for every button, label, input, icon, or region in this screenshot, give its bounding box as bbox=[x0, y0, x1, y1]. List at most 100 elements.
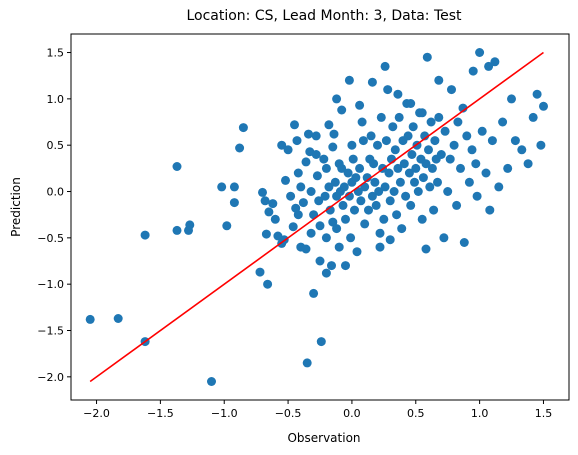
data-point bbox=[364, 205, 373, 215]
x-tick-label: 1.0 bbox=[471, 407, 489, 420]
y-tick-label: 0.0 bbox=[47, 186, 65, 199]
fit-line bbox=[89, 51, 544, 383]
data-point bbox=[351, 173, 361, 183]
data-point bbox=[268, 199, 278, 209]
chart-title: Location: CS, Lead Month: 3, Data: Test bbox=[186, 8, 462, 24]
data-point bbox=[380, 182, 390, 192]
data-point bbox=[302, 358, 312, 368]
data-point bbox=[292, 136, 302, 146]
data-point bbox=[343, 168, 353, 178]
x-axis-label: Observation bbox=[287, 431, 360, 445]
data-point bbox=[371, 200, 381, 210]
data-point bbox=[439, 233, 449, 243]
y-tick-label: −1.5 bbox=[37, 325, 64, 338]
data-point bbox=[185, 220, 195, 230]
data-point bbox=[369, 159, 379, 169]
data-point bbox=[357, 117, 367, 127]
data-point bbox=[475, 48, 485, 57]
data-point bbox=[471, 159, 481, 169]
data-point bbox=[406, 99, 416, 108]
data-point bbox=[337, 105, 347, 115]
data-point bbox=[315, 256, 325, 266]
data-point bbox=[346, 233, 356, 243]
data-point bbox=[325, 205, 335, 215]
data-point bbox=[418, 173, 428, 183]
data-point bbox=[328, 142, 338, 152]
data-point bbox=[494, 182, 504, 192]
data-point bbox=[429, 205, 439, 215]
data-point bbox=[324, 120, 334, 130]
data-point bbox=[367, 191, 377, 201]
x-tick-label: −0.5 bbox=[275, 407, 302, 420]
data-point bbox=[433, 177, 442, 187]
data-point bbox=[347, 140, 357, 150]
data-point bbox=[397, 224, 407, 234]
data-point bbox=[384, 168, 394, 178]
data-point bbox=[375, 242, 385, 252]
data-point bbox=[355, 163, 365, 173]
data-point bbox=[301, 244, 311, 254]
data-point bbox=[456, 163, 465, 173]
data-point bbox=[334, 242, 344, 252]
data-point bbox=[374, 187, 384, 196]
data-point bbox=[399, 159, 409, 169]
data-point bbox=[539, 101, 548, 111]
data-point bbox=[417, 108, 427, 118]
data-point bbox=[140, 230, 150, 240]
data-point bbox=[113, 314, 123, 323]
data-point bbox=[344, 75, 354, 85]
data-point bbox=[358, 136, 368, 146]
x-axis-ticks: −2.0 −1.5 −1.0 −0.5 0.0 0.5 1.0 1.5 bbox=[83, 400, 552, 420]
plot-frame bbox=[70, 33, 570, 401]
data-point bbox=[332, 94, 342, 104]
data-point bbox=[426, 117, 436, 127]
data-point bbox=[321, 268, 331, 278]
data-point bbox=[507, 94, 516, 104]
x-tick-label: −1.0 bbox=[211, 407, 238, 420]
y-tick-label: 1.5 bbox=[47, 47, 65, 60]
data-point bbox=[434, 112, 444, 122]
data-point bbox=[367, 77, 377, 87]
data-point bbox=[417, 214, 427, 224]
data-point bbox=[401, 191, 411, 201]
data-point bbox=[392, 210, 402, 220]
data-point bbox=[329, 129, 339, 139]
data-point bbox=[424, 145, 433, 155]
data-point bbox=[311, 150, 321, 159]
data-point bbox=[314, 196, 324, 206]
data-point bbox=[301, 157, 311, 167]
data-point bbox=[260, 196, 270, 206]
data-point bbox=[453, 117, 463, 127]
data-point bbox=[462, 131, 472, 141]
y-axis-ticks: −2.0 −1.5 −1.0 −0.5 0.0 0.5 1.0 1.5 bbox=[37, 47, 71, 384]
data-point bbox=[327, 261, 336, 271]
data-point bbox=[338, 200, 348, 210]
data-point bbox=[339, 182, 349, 192]
data-point bbox=[388, 122, 398, 132]
data-point bbox=[477, 126, 487, 136]
data-point bbox=[328, 217, 338, 227]
data-point bbox=[263, 279, 273, 289]
y-tick-label: 1.0 bbox=[47, 93, 65, 106]
y-tick-label: 0.5 bbox=[47, 139, 65, 152]
data-point bbox=[385, 196, 395, 206]
data-point bbox=[281, 175, 290, 185]
data-point bbox=[172, 162, 182, 171]
data-point bbox=[229, 182, 239, 192]
data-point bbox=[306, 228, 316, 238]
data-point bbox=[407, 150, 417, 159]
data-point bbox=[421, 244, 431, 254]
data-point bbox=[523, 159, 533, 169]
data-point bbox=[337, 163, 347, 173]
data-point bbox=[315, 221, 325, 231]
data-point bbox=[366, 131, 376, 141]
data-point bbox=[309, 288, 319, 298]
data-point bbox=[277, 140, 287, 150]
data-point bbox=[532, 89, 542, 99]
x-tick-label: −1.5 bbox=[147, 407, 174, 420]
y-axis-label: Prediction bbox=[9, 177, 23, 237]
data-point bbox=[306, 187, 316, 196]
data-point bbox=[410, 177, 419, 187]
data-point bbox=[422, 52, 432, 62]
